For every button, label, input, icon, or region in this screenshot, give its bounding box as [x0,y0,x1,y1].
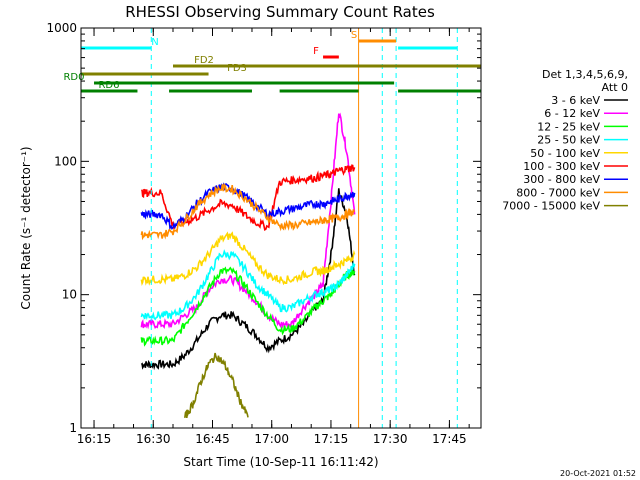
legend-entry-label: 25 - 50 keV [537,134,600,147]
flag-label: F [313,46,319,57]
flag-label: FD2 [194,55,214,66]
y-tick-label: 100 [54,154,77,168]
legend-entry-label: 7000 - 15000 keV [502,200,600,213]
series-line [184,352,249,419]
x-tick-label: 16:30 [136,432,171,446]
footer-date: 20-Oct-2021 01:52 [560,469,636,478]
x-tick-label: 17:30 [373,432,408,446]
y-tick-label: 1000 [46,21,77,35]
axis-layer: 16:15 16:30 16:45 17:00 17:15 17:30 17:45 1 10 10… [46,21,481,446]
marker-layer [150,28,458,428]
legend-entry-label: 300 - 800 keV [523,173,600,186]
plot-frame [80,27,482,429]
flag-label: RD6 [98,80,119,91]
flag-label: RD0 [63,72,84,83]
x-tick-label: 17:45 [432,432,467,446]
legend-entry-label: 800 - 7000 keV [516,186,600,199]
y-axis-label: Count Rate (s⁻¹ detector⁻¹) [19,146,33,309]
x-tick-label: 16:15 [77,432,112,446]
flag-layer: N S F FD2 FD3 RD0 RD6 [63,30,481,93]
x-tick-label: 16:45 [195,432,230,446]
legend-entry-label: 6 - 12 keV [544,107,600,120]
legend-title-line2: Att 0 [602,81,628,94]
legend-title-line1: Det 1,3,4,5,6,9, [542,68,628,81]
legend-entry-label: 100 - 300 keV [523,160,600,173]
x-tick-label: 17:00 [254,432,289,446]
series-line [140,231,356,287]
y-tick-label: 10 [62,288,77,302]
series-line [140,249,356,321]
legend-entry-label: 3 - 6 keV [551,94,600,107]
x-axis-label: Start Time (10-Sep-11 16:11:42) [183,455,378,469]
series-layer [140,112,356,419]
flag-label: FD3 [227,63,247,74]
x-tick-label: 17:15 [314,432,349,446]
y-tick-label: 1 [69,421,77,435]
flag-label: N [151,37,158,48]
flag-label: S [351,30,357,41]
series-line [140,183,355,241]
series-line [140,266,356,347]
chart-title: RHESSI Observing Summary Count Rates [125,3,435,21]
legend-entry-label: 50 - 100 keV [530,147,600,160]
legend-entry-label: 12 - 25 keV [537,120,600,133]
series-line [140,112,356,330]
